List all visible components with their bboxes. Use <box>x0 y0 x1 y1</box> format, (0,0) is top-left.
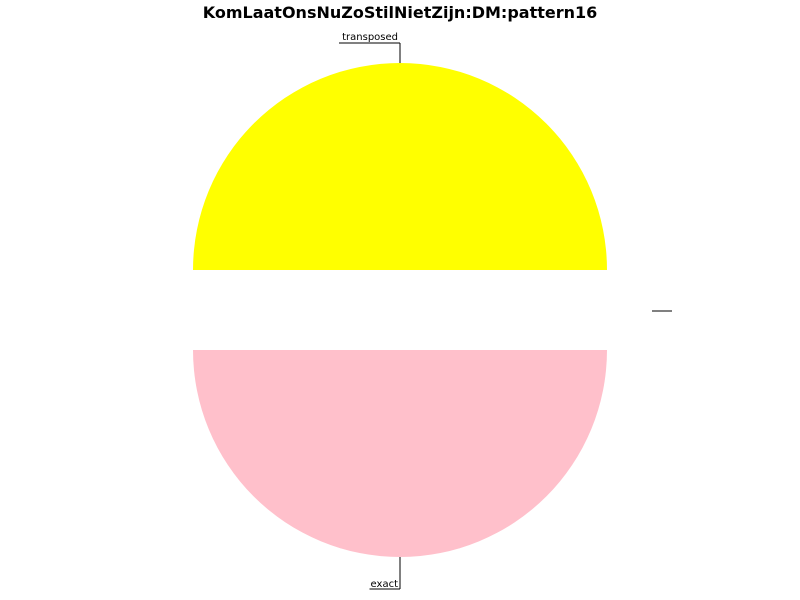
slice-label-transposed: transposed <box>342 32 398 43</box>
labels-layer: transposed exact <box>339 32 672 590</box>
pie-slice-exact <box>193 350 607 557</box>
slices-layer <box>193 63 607 557</box>
pie-slice-transposed <box>193 63 607 270</box>
chart-title: KomLaatOnsNuZoStilNietZijn:DM:pattern16 <box>202 3 598 22</box>
slice-label-exact: exact <box>371 579 399 590</box>
